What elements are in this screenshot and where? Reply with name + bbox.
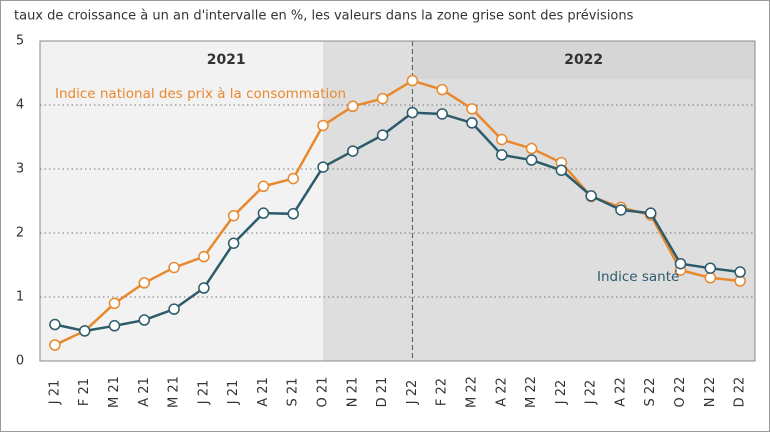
x-tick-label: F 21 (77, 378, 92, 406)
x-tick-label: J 22 (554, 380, 569, 406)
y-tick-label: 5 (16, 34, 24, 49)
zone-actual (40, 41, 324, 361)
data-point (525, 142, 538, 155)
data-point (108, 297, 121, 310)
data-point (406, 74, 419, 87)
data-point (555, 164, 568, 177)
data-point (317, 161, 329, 173)
data-point (49, 339, 61, 351)
x-tick-label: A 22 (613, 377, 628, 407)
data-point (138, 314, 151, 326)
x-tick-label: D 21 (375, 377, 390, 408)
data-point (615, 204, 627, 216)
x-tick-label: O 21 (316, 377, 331, 408)
data-point (496, 133, 508, 146)
series-label: Indice national des prix à la consommati… (55, 86, 346, 102)
data-point (257, 207, 270, 219)
zone-header-2022 (412, 41, 755, 79)
x-tick-label: O 22 (673, 377, 688, 408)
data-point (644, 207, 657, 219)
x-tick-label: A 22 (494, 377, 509, 407)
data-point (138, 277, 151, 289)
data-point (347, 145, 359, 157)
data-point (436, 108, 448, 120)
data-point (168, 261, 180, 274)
x-tick-label: A 21 (256, 377, 271, 407)
chart-subtitle: taux de croissance à un an d'intervalle … (14, 9, 634, 24)
x-tick-label: F 22 (435, 378, 450, 406)
data-point (198, 250, 210, 263)
y-tick-label: 3 (16, 162, 24, 177)
x-tick-label: J 22 (405, 380, 420, 406)
data-point (317, 119, 329, 132)
data-point (704, 262, 717, 274)
x-tick-label: J 22 (584, 380, 599, 406)
y-tick-label: 0 (16, 354, 24, 369)
data-point (49, 318, 61, 331)
y-tick-label: 2 (16, 226, 24, 241)
data-point (198, 282, 210, 294)
period-label: 2021 (207, 52, 246, 68)
data-point (287, 172, 299, 185)
x-tick-label: J 21 (47, 380, 62, 406)
data-point (734, 266, 746, 278)
data-point (227, 237, 240, 249)
data-point (168, 303, 180, 315)
data-point (347, 100, 359, 113)
data-point (257, 180, 270, 193)
data-point (376, 129, 389, 141)
data-point (108, 320, 121, 332)
y-tick-label: 1 (16, 290, 24, 305)
data-point (406, 106, 419, 119)
x-tick-label: A 21 (137, 377, 152, 407)
zone-forecast (323, 41, 755, 361)
data-point (78, 325, 91, 337)
data-point (287, 208, 299, 220)
x-tick-label: N 22 (703, 377, 718, 407)
data-point (585, 190, 597, 202)
data-point (496, 149, 508, 161)
x-tick-label: M 21 (167, 376, 182, 408)
data-point (704, 272, 717, 284)
x-tick-label: J 21 (226, 380, 241, 406)
plot-frame (39, 40, 756, 362)
data-point (466, 117, 478, 129)
data-point (376, 92, 389, 105)
x-tick-label: D 22 (733, 377, 748, 408)
data-point (227, 209, 240, 222)
x-tick-label: M 22 (464, 376, 479, 408)
x-tick-label: S 22 (643, 378, 658, 407)
x-tick-label: M 22 (524, 376, 539, 408)
x-tick-label: N 21 (345, 377, 360, 407)
series-label: Indice santé (597, 269, 679, 285)
x-tick-label: M 21 (107, 376, 122, 408)
x-tick-label: J 21 (196, 380, 211, 406)
data-point (525, 154, 538, 166)
period-label: 2022 (564, 52, 603, 68)
x-tick-label: S 21 (286, 378, 301, 407)
data-point (674, 257, 687, 270)
y-tick-label: 4 (16, 98, 24, 113)
data-point (436, 83, 448, 96)
data-point (466, 103, 478, 115)
